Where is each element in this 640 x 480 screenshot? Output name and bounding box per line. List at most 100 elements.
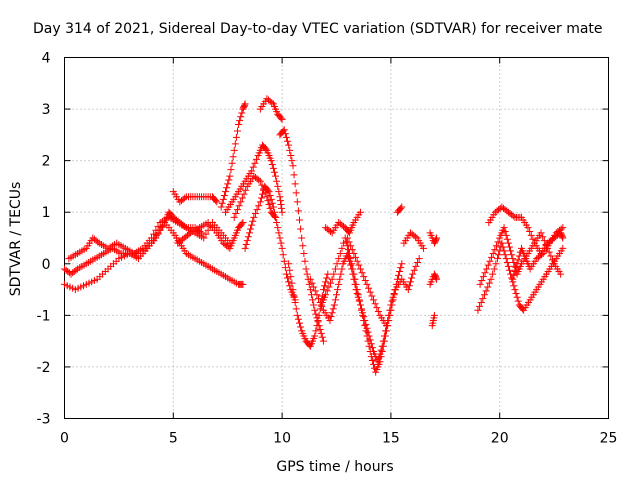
series-6 <box>222 141 286 216</box>
data-point <box>398 260 406 268</box>
data-point <box>338 244 346 252</box>
data-point <box>312 327 320 335</box>
data-point <box>485 279 493 287</box>
data-point <box>292 305 300 313</box>
series-13 <box>317 234 406 376</box>
data-point <box>390 291 398 299</box>
data-point <box>361 277 369 285</box>
data-point <box>292 189 300 197</box>
data-point <box>225 176 233 184</box>
data-point <box>241 244 249 252</box>
data-point <box>273 177 281 185</box>
data-point <box>491 246 499 254</box>
data-point <box>335 255 343 263</box>
data-point <box>395 271 403 279</box>
data-point <box>489 249 497 257</box>
data-point <box>290 292 298 300</box>
data-point <box>241 100 249 108</box>
data-point <box>479 295 487 303</box>
data-point <box>273 219 281 227</box>
data-point <box>367 353 375 361</box>
data-point <box>347 242 355 250</box>
series-16 <box>391 255 423 294</box>
data-point <box>204 226 212 234</box>
data-point <box>202 230 210 238</box>
data-point <box>383 322 391 330</box>
data-point <box>512 289 520 297</box>
data-point <box>267 157 275 165</box>
series-4 <box>174 219 247 252</box>
data-point <box>322 291 330 299</box>
data-point <box>484 261 492 269</box>
data-point <box>291 298 299 306</box>
data-point <box>559 224 567 232</box>
data-point <box>356 301 364 309</box>
data-point <box>269 203 277 211</box>
data-point <box>548 256 556 264</box>
data-point <box>432 274 440 282</box>
data-point <box>299 242 307 250</box>
data-point <box>314 317 322 325</box>
data-point <box>514 297 522 305</box>
data-point <box>297 225 305 233</box>
data-point <box>289 162 297 170</box>
data-point <box>268 199 276 207</box>
data-point <box>498 239 506 247</box>
data-point <box>508 251 516 259</box>
data-point <box>509 255 517 263</box>
data-point <box>287 151 295 159</box>
data-point <box>311 306 319 314</box>
data-point <box>330 270 338 278</box>
grid <box>64 57 609 419</box>
data-point <box>364 337 372 345</box>
data-point <box>266 191 274 199</box>
data-point <box>264 197 272 205</box>
data-point <box>296 216 304 224</box>
data-point <box>366 347 374 355</box>
data-point <box>486 257 494 265</box>
data-point <box>476 280 484 288</box>
data-point <box>276 193 284 201</box>
data-point <box>285 260 293 268</box>
data-point <box>318 333 326 341</box>
data-point <box>268 99 276 107</box>
data-point <box>388 301 396 309</box>
data-point <box>365 342 373 350</box>
data-point <box>264 186 272 194</box>
data-point <box>404 286 412 294</box>
data-point <box>217 203 225 211</box>
data-point <box>278 115 286 123</box>
data-point <box>311 332 319 340</box>
data-point <box>303 270 311 278</box>
data-point <box>500 247 508 255</box>
data-point <box>281 264 289 272</box>
data-point <box>238 194 246 202</box>
data-point <box>319 337 327 345</box>
data-point <box>512 264 520 272</box>
data-point <box>369 296 377 304</box>
data-point <box>229 153 237 161</box>
data-point <box>559 234 567 242</box>
data-point <box>500 224 508 232</box>
data-point <box>286 266 294 274</box>
series-0 <box>61 219 247 294</box>
data-point <box>360 317 368 325</box>
data-point <box>275 229 283 237</box>
data-point <box>514 256 522 264</box>
data-point <box>265 200 273 208</box>
data-point <box>363 280 371 288</box>
data-point <box>223 184 231 192</box>
data-point <box>300 249 308 257</box>
data-point <box>227 166 235 174</box>
y-axis-label: SDTVAR / TECUs <box>8 182 24 297</box>
data-point <box>505 266 513 274</box>
data-point <box>499 243 507 251</box>
y-tick-label: 0 <box>42 257 51 273</box>
data-point <box>492 260 500 268</box>
data-point <box>502 231 510 239</box>
data-point <box>386 311 394 319</box>
data-point <box>558 233 566 241</box>
data-point <box>476 302 484 310</box>
data-point <box>331 296 339 304</box>
